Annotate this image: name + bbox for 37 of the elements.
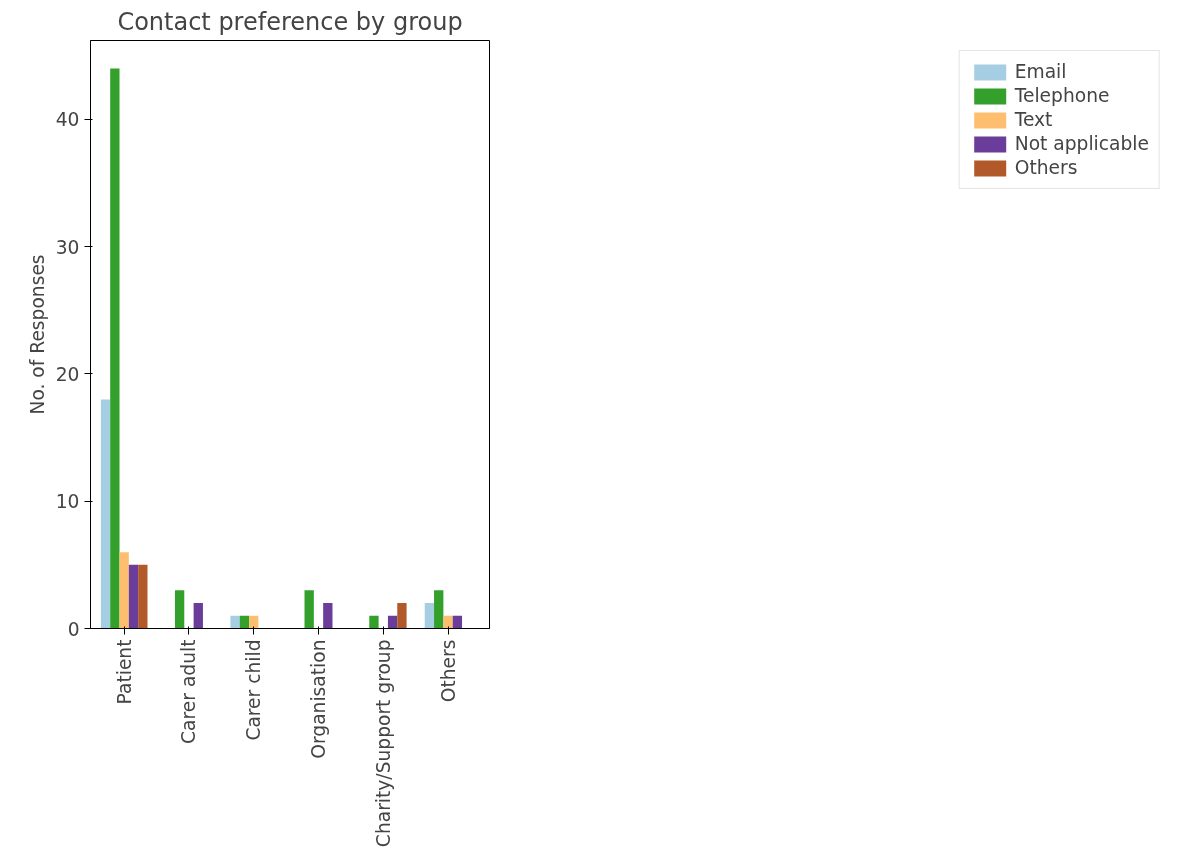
- bar: [100, 399, 111, 629]
- y-tick-label: 20: [55, 363, 80, 385]
- bar: [387, 615, 398, 629]
- x-tick-label: Charity/Support group: [372, 639, 394, 848]
- y-tick-label: 40: [55, 109, 80, 131]
- y-tick-label: 30: [55, 236, 80, 258]
- y-tick-label: 0: [67, 618, 80, 640]
- legend-label: Not applicable: [1014, 133, 1149, 154]
- bar: [397, 603, 407, 629]
- bar: [452, 615, 463, 629]
- bar: [193, 603, 203, 629]
- x-tick-label: Others: [437, 639, 459, 703]
- bar: [174, 590, 185, 629]
- bar: [424, 603, 435, 629]
- bar: [128, 564, 139, 629]
- bar: [110, 68, 120, 629]
- x-tick-label: Carer adult: [178, 639, 200, 744]
- legend-label: Telephone: [1014, 85, 1110, 106]
- bar: [369, 615, 379, 629]
- bar: [434, 590, 444, 629]
- y-tick-label: 10: [55, 491, 80, 513]
- chart-title: Contact preference by group: [117, 7, 463, 36]
- legend-label: Text: [1014, 109, 1053, 130]
- bar: [138, 564, 148, 629]
- bar: [249, 615, 259, 629]
- bar: [443, 615, 453, 629]
- bar: [119, 552, 129, 629]
- x-tick-label: Carer child: [243, 639, 265, 741]
- bar: [239, 615, 250, 629]
- legend-label: Email: [1014, 61, 1067, 82]
- bar: [304, 590, 314, 629]
- x-tick-label: Patient: [113, 639, 135, 705]
- y-axis-title: No. of Responses: [26, 254, 48, 415]
- x-tick-label: Organisation: [308, 639, 329, 759]
- legend-label: Others: [1014, 157, 1078, 178]
- bar: [230, 615, 240, 629]
- bar: [323, 603, 333, 629]
